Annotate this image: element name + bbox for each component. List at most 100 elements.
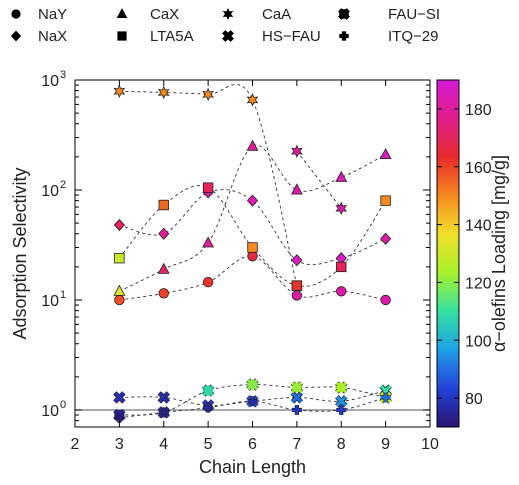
x-tick-label: 4 (159, 436, 168, 453)
data-point (202, 277, 214, 288)
y-tick-label: 10 (41, 403, 59, 420)
y-tick-label-exponent: 2 (60, 179, 66, 191)
data-point (113, 391, 126, 404)
legend-item: NaX (11, 28, 67, 45)
data-point (290, 381, 304, 394)
data-point (380, 232, 392, 245)
colorbar: 80 100 120 140 160 180 (436, 79, 492, 428)
data-point (291, 280, 303, 291)
data-point (336, 261, 347, 273)
legend-item: CaA (222, 6, 291, 23)
legend-label: HS−FAU (262, 28, 321, 45)
legend-label: FAU−SI (388, 6, 440, 23)
legend-marker (116, 8, 128, 18)
data-point (379, 147, 392, 160)
legend-label: NaX (38, 28, 67, 45)
data-point (247, 251, 258, 262)
data-point (335, 201, 348, 216)
y-tick-label-exponent: 1 (60, 289, 66, 301)
data-point (247, 396, 258, 407)
y-axis-label: Adsorption Selectivity (10, 167, 30, 339)
data-point (201, 384, 215, 397)
series-line (119, 84, 298, 286)
legend-label: CaX (150, 6, 179, 23)
x-tick-label: 5 (204, 436, 213, 453)
data-point (247, 242, 258, 253)
legend-label: CaA (262, 6, 291, 23)
data-point (114, 294, 125, 306)
data-point (158, 227, 170, 240)
data-points (113, 84, 392, 423)
legend-item: ITQ−29 (339, 28, 438, 45)
data-point (113, 284, 126, 296)
legend-item: LTA5A (117, 28, 194, 45)
x-axis: 2 3 4 5 6 7 8 9 10 (71, 80, 439, 453)
y-tick-label: 10 (41, 183, 59, 200)
x-tick-label: 8 (337, 436, 346, 453)
x-tick-label: 6 (248, 436, 257, 453)
data-point (158, 199, 169, 211)
data-point (380, 294, 391, 306)
colorbar-gradient (436, 79, 460, 428)
legend-item: NaY (11, 6, 67, 23)
data-point (202, 87, 214, 102)
colorbar-tick-label: 100 (465, 333, 492, 350)
legend-marker (339, 31, 349, 41)
legend-item: HS−FAU (222, 28, 321, 45)
data-point (335, 395, 348, 408)
colorbar-tick-label: 180 (465, 102, 492, 119)
data-point (158, 288, 169, 299)
data-point (158, 407, 169, 418)
legend-marker (11, 9, 21, 19)
legend-label: ITQ−29 (388, 28, 438, 45)
legend-marker (222, 30, 234, 42)
x-tick-label: 2 (71, 436, 80, 453)
data-point (291, 405, 302, 415)
data-point (291, 254, 303, 267)
data-point (335, 381, 348, 394)
y-tick-label-exponent: 3 (60, 69, 66, 81)
data-point (380, 195, 391, 206)
data-point (157, 262, 170, 274)
colorbar-tick-label: 120 (465, 275, 492, 292)
data-point (203, 402, 214, 413)
x-tick-label: 9 (381, 436, 390, 453)
data-point (157, 85, 170, 100)
data-point (246, 378, 259, 391)
data-point (246, 93, 259, 107)
legend-marker (338, 8, 350, 20)
data-point (380, 392, 391, 403)
data-point (336, 405, 347, 415)
y-tick-label: 10 (41, 73, 59, 90)
data-point (291, 144, 303, 159)
data-point (114, 252, 125, 264)
x-tick-label: 7 (292, 436, 301, 453)
data-point (246, 194, 259, 207)
data-point (290, 183, 303, 195)
legend-item: CaX (116, 6, 179, 23)
data-point (335, 170, 348, 182)
data-point (113, 218, 125, 232)
data-point (290, 391, 304, 404)
y-tick-label-exponent: 0 (60, 399, 66, 411)
legend-item: FAU−SI (338, 6, 440, 23)
colorbar-tick-label: 140 (465, 218, 492, 235)
data-point (157, 391, 170, 404)
series-line (296, 150, 342, 209)
data-point (246, 139, 259, 151)
legend-label: LTA5A (150, 28, 194, 45)
data-point (113, 84, 126, 99)
colorbar-tick-label: 160 (465, 160, 492, 177)
y-tick-label: 10 (41, 293, 59, 310)
data-point (202, 182, 214, 193)
data-point (336, 286, 347, 297)
x-tick-label: 3 (115, 436, 124, 453)
x-tick-label: 10 (421, 436, 439, 453)
legend-marker (11, 30, 21, 42)
legend: NaY NaX CaX LTA5A CaA HS−FAU FAU−SI ITQ−29 (11, 6, 440, 45)
data-point (291, 290, 303, 301)
x-axis-label: Chain Length (199, 457, 306, 477)
legend-marker (117, 31, 127, 41)
